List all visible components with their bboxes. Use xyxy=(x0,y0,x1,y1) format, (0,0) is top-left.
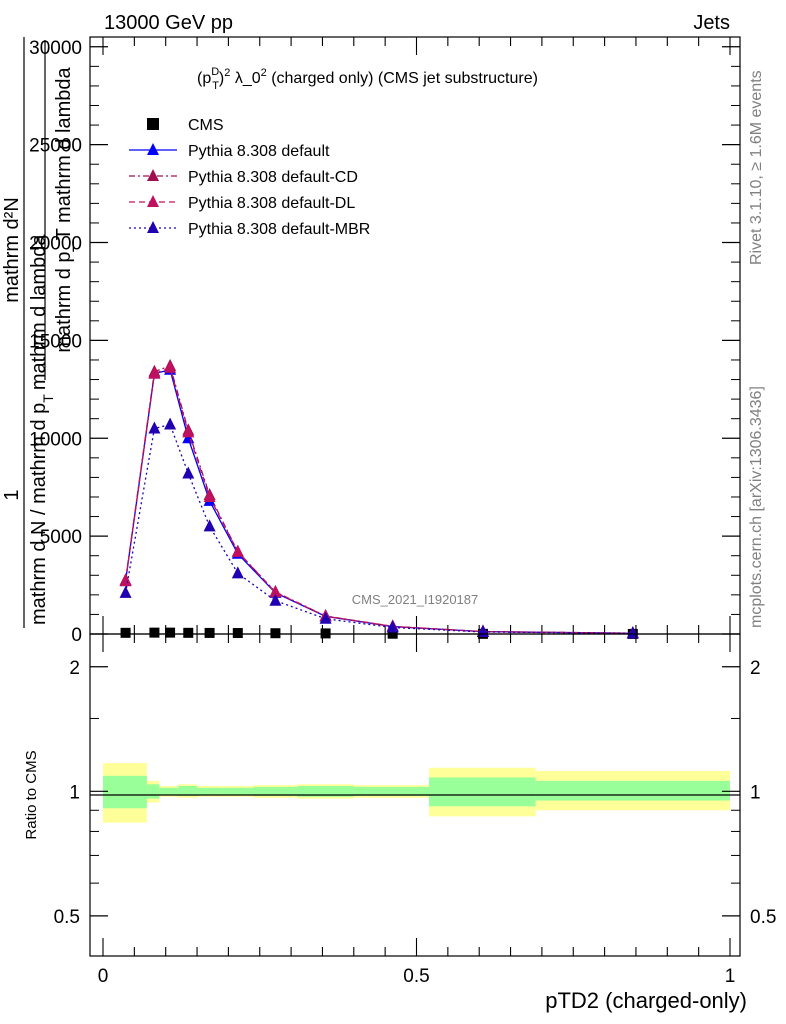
legend: CMS Pythia 8.308 default Pythia 8.308 defa… xyxy=(129,117,370,238)
legend-marker-triangle xyxy=(147,195,159,207)
ylabel-frac-top: mathrm d²N xyxy=(1,197,23,303)
ratio-band-inner xyxy=(103,775,147,809)
series-point xyxy=(164,417,177,430)
ytick-label: 25000 xyxy=(29,136,82,157)
ratio-ytick-label: 1 xyxy=(69,782,80,803)
series-point xyxy=(148,421,161,434)
rivet-label: Rivet 3.1.10, ≥ 1.6M events xyxy=(748,70,765,265)
ratio-frame xyxy=(89,633,741,957)
watermark: CMS_2021_I1920187 xyxy=(352,592,479,607)
xtick-label: 0 xyxy=(98,966,109,987)
series-point xyxy=(319,611,332,624)
ratio-ytick-label-right: 0.5 xyxy=(750,907,776,928)
series-point xyxy=(164,360,177,373)
legend-label: Pythia 8.308 default-CD xyxy=(188,169,358,186)
mcplots-label: mcplots.cern.ch [arXiv:1306.3436] xyxy=(748,386,765,628)
ratio-band-inner xyxy=(146,784,160,799)
legend-marker-triangle xyxy=(147,143,159,155)
ratio-band-inner xyxy=(222,787,254,795)
cms-point xyxy=(149,627,160,638)
series-point xyxy=(182,425,195,438)
legend-marker-triangle xyxy=(147,169,159,181)
ratio-ytick-label: 0.5 xyxy=(54,907,80,928)
series-point xyxy=(148,366,161,379)
ratio-band-inner xyxy=(353,786,430,796)
ratio-band-inner xyxy=(535,780,730,801)
series-point xyxy=(119,585,132,598)
header-left: 13000 GeV pp xyxy=(104,12,233,34)
ratio-panel: 0.5 0.51 12 2 0 0.5 1 Ratio to CMS pTD2 (char… xyxy=(23,633,777,1013)
series-point xyxy=(203,519,216,532)
xtick-label: 1 xyxy=(725,966,736,987)
ylabel-frac-bottom: mathrm d p_T mathrm d lambda xyxy=(53,66,75,352)
header-right: Jets xyxy=(693,12,730,34)
main-panel: 0 5000 10000 15000 20000 25000 30000 (pD T)2 λ_… xyxy=(1,36,741,646)
main-yaxis: 0 5000 10000 15000 20000 25000 30000 xyxy=(29,38,740,646)
ratio-band-inner xyxy=(253,786,298,796)
legend-marker-square xyxy=(147,118,159,130)
series-point xyxy=(203,489,216,502)
plot-title: (pD T)2 λ_02 (charged only) (CMS jet subs… xyxy=(197,66,538,92)
ytick-label: 30000 xyxy=(29,38,82,59)
series-point xyxy=(231,566,244,579)
series-point xyxy=(386,620,399,633)
main-ylabel: 1 mathrm d N / mathrm d pTmathrm d lambd… xyxy=(1,37,75,628)
cms-point xyxy=(183,627,194,638)
xtick-label: 0.5 xyxy=(403,966,429,987)
ytick-label: 20000 xyxy=(29,234,82,255)
legend-label: CMS xyxy=(188,117,224,134)
series-point xyxy=(269,593,282,606)
legend-marker-triangle xyxy=(147,221,159,233)
ytick-label: 0 xyxy=(71,625,82,646)
cms-point xyxy=(270,628,281,639)
ratio-ylabel: Ratio to CMS xyxy=(23,750,40,839)
series-point xyxy=(119,574,132,587)
series-point xyxy=(269,585,282,598)
series-point xyxy=(231,544,244,557)
ylabel-one: 1 xyxy=(1,489,23,500)
ytick-label: 10000 xyxy=(29,429,82,450)
ratio-xaxis: 0 0.5 1 xyxy=(98,634,736,987)
cms-point xyxy=(120,627,131,638)
ratio-band-inner xyxy=(297,786,354,797)
series-point xyxy=(182,466,195,479)
ratio-band-inner xyxy=(197,787,223,795)
main-xaxis xyxy=(102,37,731,634)
legend-label: Pythia 8.308 default xyxy=(188,143,330,160)
cms-point xyxy=(232,628,243,639)
legend-label: Pythia 8.308 default-DL xyxy=(188,195,355,212)
ratio-band-inner xyxy=(178,786,198,796)
ratio-ytick-label-right: 1 xyxy=(750,782,761,803)
ratio-band-inner xyxy=(429,777,536,807)
ytick-label: 5000 xyxy=(40,527,82,548)
cms-point xyxy=(165,627,176,638)
ratio-ytick-label-right: 2 xyxy=(750,658,761,679)
ytick-label: 15000 xyxy=(29,331,82,352)
legend-label: Pythia 8.308 default-MBR xyxy=(188,221,370,238)
ratio-bands xyxy=(103,763,730,823)
cms-point xyxy=(204,627,215,638)
xlabel: pTD2 (charged-only) xyxy=(545,988,747,1013)
ratio-ytick-label: 2 xyxy=(69,658,80,679)
ratio-yaxis: 0.5 0.5 1 1 2 2 xyxy=(54,658,777,928)
ratio-band-inner xyxy=(159,787,179,795)
